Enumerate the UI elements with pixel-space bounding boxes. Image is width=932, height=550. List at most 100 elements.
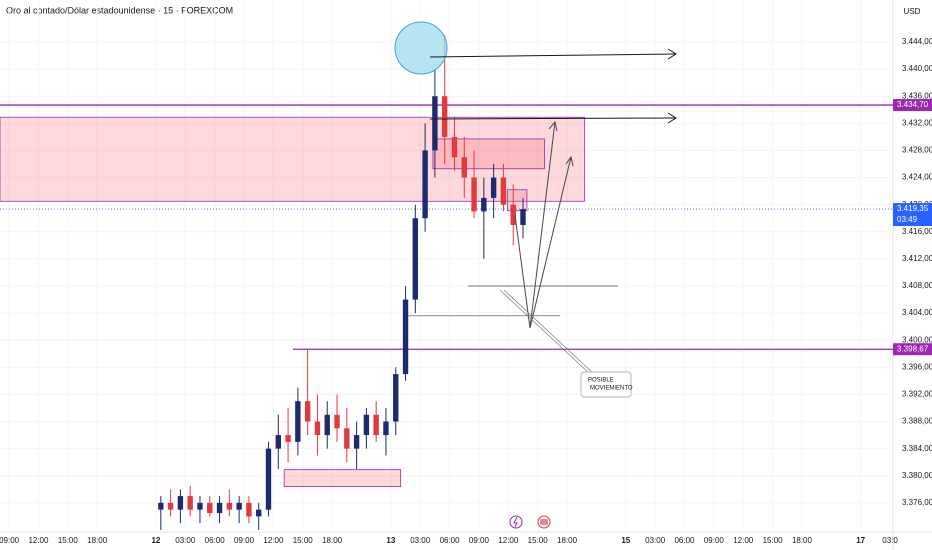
candle-body — [422, 150, 428, 219]
x-tick-label: 18:00 — [792, 536, 813, 545]
x-tick-label: 13 — [386, 536, 395, 545]
candle-body — [373, 414, 379, 436]
callout-line — [499, 289, 591, 375]
x-tick-label: 15:00 — [528, 536, 549, 545]
candle-body — [451, 136, 458, 158]
countdown: 03:49 — [897, 215, 918, 224]
candle-body — [246, 502, 252, 517]
candle-body — [314, 421, 321, 436]
candle-body — [344, 428, 350, 449]
zone — [506, 189, 528, 212]
zone — [283, 469, 402, 487]
x-tick-label: 09:00 — [234, 536, 255, 545]
candle-body — [490, 177, 497, 198]
candle-body — [461, 157, 467, 178]
candle-body — [187, 496, 193, 510]
y-tick-label: 3.392,00 — [902, 390, 932, 399]
chart-title: Oro al contado/Dólar estadounidense · 15… — [6, 5, 233, 15]
price-label-bg — [893, 203, 932, 227]
currency[interactable]: USD — [904, 7, 921, 16]
arrow-head — [548, 120, 558, 132]
candle-body — [432, 96, 438, 151]
candle-body — [197, 502, 203, 510]
price-label: 3.419,35 — [897, 204, 929, 213]
callout-text: MOVIEMIENTO — [590, 386, 633, 392]
x-tick-label: 03:00 — [175, 536, 196, 545]
price-label-bg — [893, 99, 932, 112]
candle-body — [304, 401, 311, 422]
y-tick-label: 3.424,00 — [902, 173, 932, 182]
candle-body — [216, 502, 223, 514]
candle-body — [500, 177, 507, 205]
y-tick-label: 3.400,00 — [902, 335, 932, 344]
price-label: 3.398,67 — [897, 344, 929, 353]
price-label: 3.434,70 — [897, 100, 929, 109]
candle-body — [481, 197, 487, 212]
candle-body — [334, 414, 340, 429]
candle-body — [363, 414, 370, 436]
candle-body — [177, 496, 184, 510]
y-tick-label: 3.376,00 — [902, 498, 932, 507]
axes: 3.376,00 3.380,00 3.384,00 3.388,00 3.392,00… — [0, 37, 932, 545]
x-tick-label: 09:00 — [704, 536, 725, 545]
callout-text: POSIBLE — [588, 378, 614, 384]
x-tick-label: 17 — [856, 536, 865, 545]
x-tick-label: 12:00 — [28, 536, 49, 545]
x-tick-label: 18:00 — [557, 536, 578, 545]
event-icon[interactable] — [509, 515, 523, 529]
x-tick-label: 09:00 — [469, 536, 490, 545]
candle-body — [402, 299, 409, 375]
y-tick-label: 3.416,00 — [902, 227, 932, 236]
candle-body — [510, 204, 516, 225]
x-tick-label: 12:00 — [733, 536, 754, 545]
x-tick-label: 18:00 — [87, 536, 108, 545]
candle-body — [275, 435, 281, 449]
x-tick-label: 06:00 — [205, 536, 226, 545]
candle-body — [295, 401, 301, 442]
y-tick-label: 3.440,00 — [902, 64, 932, 73]
callout-line — [503, 289, 595, 375]
candle-body — [265, 448, 272, 510]
arrow-head — [667, 48, 677, 60]
x-tick-label: 15:00 — [293, 536, 314, 545]
x-tick-label: 12:00 — [263, 536, 284, 545]
x-tick-label: 09:00 — [0, 536, 20, 545]
y-tick-label: 3.428,00 — [902, 146, 932, 155]
candle-body — [226, 502, 233, 510]
candle-body — [256, 509, 262, 517]
price-label-bg — [893, 343, 932, 356]
y-tick-label: 3.388,00 — [902, 417, 932, 426]
arrow-head — [565, 155, 574, 167]
x-tick-label: 15 — [621, 536, 630, 545]
x-tick-label: 12 — [151, 536, 160, 545]
x-tick-label: 06:00 — [440, 536, 461, 545]
x-tick-label: 03:00 — [410, 536, 431, 545]
candle-body — [441, 96, 448, 137]
x-tick-label: 06:00 — [674, 536, 695, 545]
candle-body — [353, 435, 360, 449]
x-tick-label: 03:00 — [645, 536, 666, 545]
highlight-circle — [394, 21, 448, 75]
y-tick-label: 3.436,00 — [902, 91, 932, 100]
x-tick-label: 15:00 — [58, 536, 79, 545]
candle-body — [471, 177, 477, 212]
candle-body — [207, 502, 213, 514]
x-tick-label: 15:00 — [763, 536, 784, 545]
candle-body — [285, 435, 291, 442]
y-tick-label: 3.444,00 — [902, 37, 932, 46]
candle-body — [520, 209, 526, 225]
event-icon — [513, 516, 518, 528]
candle-body — [236, 502, 242, 510]
candle-body — [167, 502, 174, 510]
callout-box — [580, 371, 632, 398]
path-arrow — [529, 156, 572, 329]
zone — [0, 116, 586, 202]
y-tick-label: 3.384,00 — [902, 444, 932, 453]
y-tick-label: 3.432,00 — [902, 118, 932, 127]
arrow — [429, 53, 677, 58]
candle-body — [383, 421, 389, 436]
x-tick-label: 03:0 — [882, 536, 898, 545]
x-tick-label: 18:00 — [322, 536, 343, 545]
y-tick-label: 3.396,00 — [902, 362, 932, 371]
